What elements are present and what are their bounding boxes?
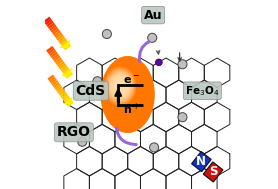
Polygon shape: [52, 28, 59, 35]
Polygon shape: [49, 24, 57, 31]
Polygon shape: [56, 59, 63, 66]
Polygon shape: [57, 88, 64, 94]
Polygon shape: [59, 38, 67, 45]
Polygon shape: [57, 61, 65, 67]
Polygon shape: [56, 34, 64, 41]
Circle shape: [155, 59, 162, 66]
Polygon shape: [55, 32, 63, 39]
FancyArrowPatch shape: [117, 128, 136, 145]
Text: Au: Au: [144, 9, 162, 22]
Ellipse shape: [107, 70, 133, 102]
Polygon shape: [64, 70, 72, 77]
Polygon shape: [64, 44, 71, 50]
Text: h$^+$: h$^+$: [123, 102, 140, 117]
Text: N: N: [196, 155, 206, 168]
Circle shape: [178, 60, 187, 69]
Ellipse shape: [108, 71, 133, 101]
Ellipse shape: [117, 82, 124, 91]
Ellipse shape: [111, 75, 129, 97]
Circle shape: [178, 113, 187, 122]
Polygon shape: [63, 95, 70, 101]
Polygon shape: [52, 80, 58, 86]
Polygon shape: [53, 55, 61, 62]
FancyArrowPatch shape: [139, 42, 148, 61]
Circle shape: [78, 137, 87, 146]
Polygon shape: [50, 78, 57, 84]
Polygon shape: [53, 82, 60, 88]
Polygon shape: [60, 91, 67, 98]
Polygon shape: [49, 76, 56, 82]
Ellipse shape: [115, 80, 126, 93]
Ellipse shape: [119, 85, 121, 87]
Ellipse shape: [112, 77, 128, 96]
Polygon shape: [65, 99, 72, 105]
Polygon shape: [60, 65, 68, 71]
Polygon shape: [61, 68, 72, 77]
Polygon shape: [54, 57, 62, 64]
Ellipse shape: [105, 68, 135, 104]
Polygon shape: [51, 26, 58, 33]
Polygon shape: [52, 53, 59, 60]
Polygon shape: [48, 48, 55, 54]
Circle shape: [148, 33, 157, 42]
Text: CdS: CdS: [76, 84, 106, 98]
Ellipse shape: [109, 72, 132, 100]
Ellipse shape: [101, 57, 154, 132]
Polygon shape: [67, 101, 74, 107]
Text: e$^-$: e$^-$: [123, 75, 140, 86]
Text: Fe$_3$O$_4$: Fe$_3$O$_4$: [185, 84, 219, 98]
Polygon shape: [54, 84, 61, 90]
Polygon shape: [50, 52, 58, 58]
Polygon shape: [59, 40, 70, 48]
Polygon shape: [46, 46, 54, 52]
Polygon shape: [62, 42, 70, 49]
Polygon shape: [48, 74, 54, 81]
Polygon shape: [48, 22, 55, 29]
Circle shape: [150, 143, 159, 152]
Circle shape: [102, 29, 111, 39]
Ellipse shape: [118, 84, 122, 88]
Polygon shape: [61, 93, 68, 99]
Text: RGO: RGO: [57, 125, 91, 139]
Ellipse shape: [116, 81, 125, 92]
Polygon shape: [61, 40, 68, 46]
Polygon shape: [63, 69, 70, 75]
Polygon shape: [66, 72, 73, 79]
Ellipse shape: [111, 74, 130, 98]
Ellipse shape: [118, 83, 123, 89]
Polygon shape: [53, 30, 61, 37]
Polygon shape: [56, 86, 63, 92]
Ellipse shape: [110, 73, 131, 99]
Text: S: S: [209, 166, 217, 178]
Polygon shape: [59, 63, 66, 69]
Polygon shape: [49, 50, 56, 56]
Polygon shape: [61, 67, 69, 73]
Circle shape: [93, 77, 102, 86]
Polygon shape: [46, 21, 54, 27]
Polygon shape: [45, 19, 52, 25]
Polygon shape: [203, 162, 223, 182]
Ellipse shape: [114, 79, 126, 94]
Polygon shape: [192, 152, 211, 172]
Polygon shape: [63, 97, 73, 105]
Ellipse shape: [105, 67, 136, 105]
Polygon shape: [58, 90, 65, 96]
Polygon shape: [58, 36, 65, 43]
Ellipse shape: [106, 69, 134, 103]
Polygon shape: [43, 17, 51, 23]
Polygon shape: [64, 97, 71, 103]
Ellipse shape: [113, 77, 127, 95]
